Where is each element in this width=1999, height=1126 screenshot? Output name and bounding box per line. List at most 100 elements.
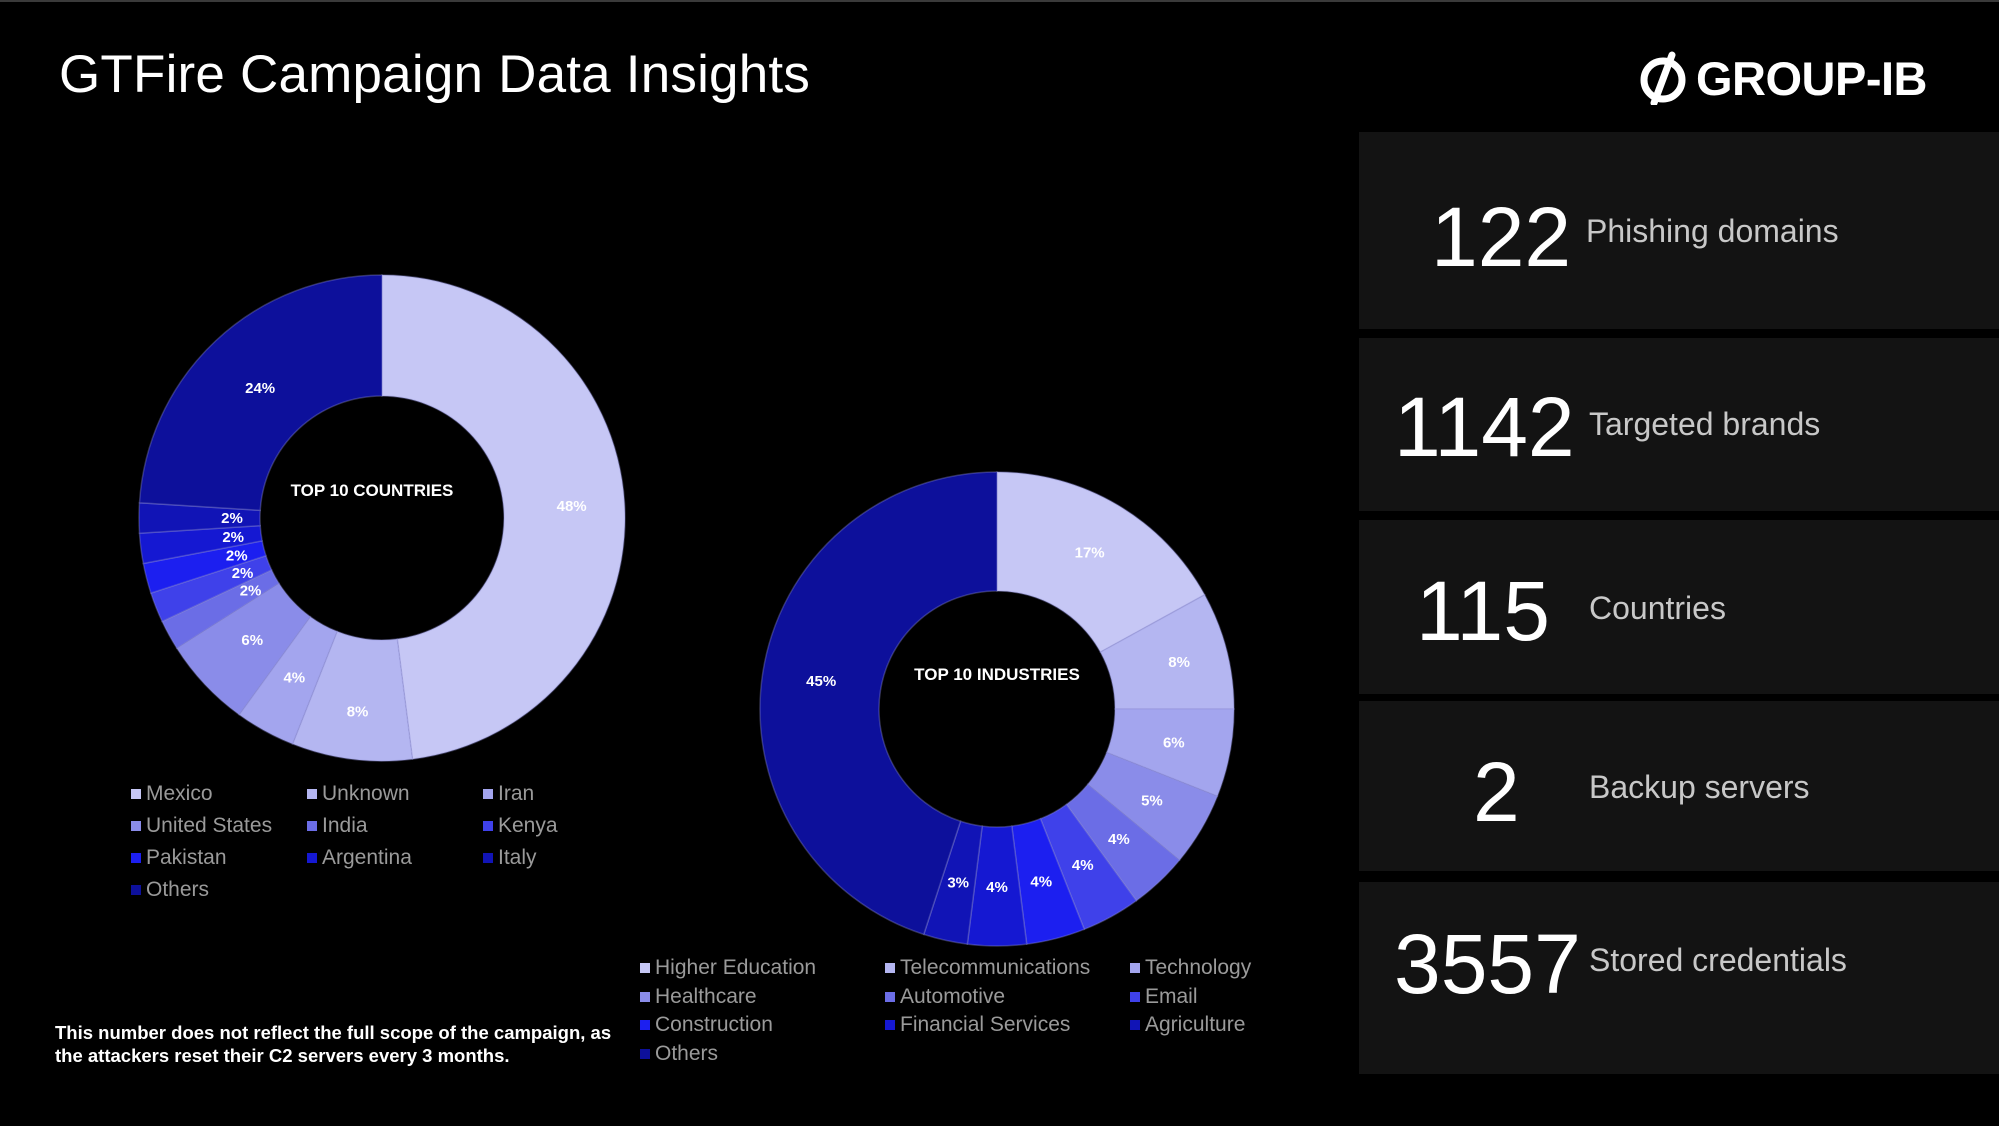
legend-swatch — [307, 853, 317, 863]
legend-label: Unknown — [322, 782, 410, 805]
legend-item-united-states: United States — [131, 810, 307, 842]
slice-email — [1039, 803, 1138, 931]
countries-legend: Mexico Unknown Iran United States India Kenya… — [131, 778, 633, 906]
legend-label: Italy — [498, 846, 537, 869]
slice-automotive — [1065, 783, 1181, 902]
legend-swatch — [483, 853, 493, 863]
legend-item-unknown: Unknown — [307, 778, 483, 810]
data-label-higher-education: 17% — [1075, 544, 1105, 561]
legend-item-financial-services: Financial Services — [885, 1011, 1130, 1040]
data-label-email: 4% — [1072, 857, 1094, 874]
data-label-united-states: 6% — [241, 632, 263, 649]
legend-label: Agriculture — [1145, 1013, 1246, 1037]
data-label-healthcare: 5% — [1141, 793, 1163, 810]
legend-swatch — [640, 1020, 650, 1031]
legend-swatch — [1130, 1020, 1140, 1031]
stat-label: Backup servers — [1589, 769, 1810, 805]
stat-label: Targeted brands — [1589, 406, 1821, 442]
data-label-pakistan: 2% — [226, 547, 248, 564]
slice-argentina — [138, 524, 264, 565]
legend-label: India — [322, 814, 368, 837]
stat-number: 115 — [1416, 564, 1550, 658]
legend-item-telecommunications: Telecommunications — [885, 954, 1130, 983]
stat-number: 1142 — [1394, 380, 1575, 474]
data-label-agriculture: 3% — [947, 875, 969, 892]
slice-agriculture — [922, 820, 984, 945]
legend-item-kenya: Kenya — [483, 810, 633, 842]
slice-unknown — [291, 630, 414, 762]
legend-swatch — [1130, 991, 1140, 1002]
top-border — [0, 0, 1999, 2]
legend-swatch — [885, 1020, 895, 1031]
legend-swatch — [885, 991, 895, 1002]
data-label-argentina: 2% — [222, 529, 244, 546]
legend-item-email: Email — [1130, 983, 1280, 1012]
legend-item-italy: Italy — [483, 842, 633, 874]
legend-label: Kenya — [498, 814, 558, 837]
legend-swatch — [131, 853, 141, 863]
legend-item-higher-education: Higher Education — [640, 954, 885, 983]
stat-phishing-domains: 122 Phishing domains — [1359, 132, 1999, 329]
stat-number: 122 — [1431, 190, 1572, 284]
slice-higher-education — [996, 471, 1206, 654]
legend-item-iran: Iran — [483, 778, 633, 810]
legend-swatch — [640, 991, 650, 1002]
footnote: This number does not reflect the full sc… — [55, 1022, 612, 1066]
stat-label: Stored credentials — [1589, 942, 1847, 978]
slice-telecommunications — [1099, 593, 1235, 710]
legend-item-others: Others — [640, 1040, 885, 1069]
legend-label: United States — [146, 814, 273, 837]
legend-item-agriculture: Agriculture — [1130, 1011, 1280, 1040]
legend-swatch — [483, 821, 493, 831]
legend-label: Argentina — [322, 846, 412, 869]
data-label-italy: 2% — [221, 510, 243, 527]
legend-swatch — [307, 789, 317, 799]
page-title: GTFire Campaign Data Insights — [59, 45, 811, 104]
data-label-telecommunications: 8% — [1168, 654, 1190, 671]
legend-swatch — [640, 963, 650, 974]
legend-swatch — [885, 963, 895, 974]
data-label-automotive: 4% — [1108, 831, 1130, 848]
stat-targeted-brands: 1142 Targeted brands — [1359, 338, 1999, 511]
stat-label: Countries — [1589, 590, 1726, 626]
legend-label: Technology — [1145, 956, 1252, 980]
legend-swatch — [483, 789, 493, 799]
slice-others — [759, 471, 998, 936]
legend-label: Mexico — [146, 782, 213, 805]
legend-label: Others — [655, 1041, 719, 1065]
legend-label: Automotive — [900, 984, 1006, 1008]
legend-label: Pakistan — [146, 846, 227, 869]
legend-item-technology: Technology — [1130, 954, 1280, 983]
legend-item-others: Others — [131, 874, 307, 906]
chart-center-label: TOP 10 COUNTRIES — [291, 481, 454, 500]
legend-swatch — [640, 1048, 650, 1059]
legend-swatch — [131, 885, 141, 895]
slice-others — [138, 274, 383, 512]
data-label-others: 24% — [245, 380, 275, 397]
data-label-unknown: 8% — [347, 703, 369, 720]
legend-item-construction: Construction — [640, 1011, 885, 1040]
slice-pakistan — [142, 539, 267, 595]
slice-mexico — [381, 274, 626, 760]
legend-item-argentina: Argentina — [307, 842, 483, 874]
legend-label: Higher Education — [655, 956, 817, 980]
group-ib-logo-icon — [1640, 51, 1686, 105]
group-ib-logo: GROUP-IB — [1638, 48, 1938, 108]
slice-financial-services — [966, 825, 1028, 947]
legend-label: Others — [146, 878, 210, 901]
slice-italy — [138, 501, 262, 535]
legend-swatch — [1130, 963, 1140, 974]
legend-item-mexico: Mexico — [131, 778, 307, 810]
legend-item-automotive: Automotive — [885, 983, 1130, 1012]
legend-item-india: India — [307, 810, 483, 842]
legend-label: Telecommunications — [900, 956, 1091, 980]
countries-donut-chart: 48%8%4%6%2%2%2%2%2%24%TOP 10 COUNTRIES — [138, 274, 626, 762]
stat-stored-credentials: 3557 Stored credentials — [1359, 882, 1999, 1074]
legend-label: Healthcare — [655, 984, 757, 1008]
data-label-others: 45% — [806, 673, 836, 690]
legend-item-healthcare: Healthcare — [640, 983, 885, 1012]
stat-number: 2 — [1473, 745, 1520, 839]
legend-item-pakistan: Pakistan — [131, 842, 307, 874]
legend-label: Iran — [498, 782, 535, 805]
